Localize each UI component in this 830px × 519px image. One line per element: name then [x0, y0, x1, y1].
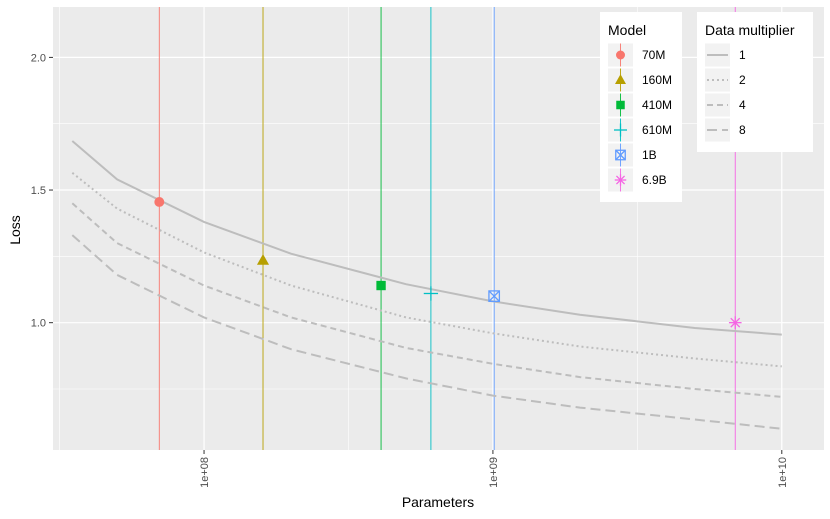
y-axis-title: Loss: [7, 215, 23, 245]
curve-multiplier-1: [71, 140, 782, 336]
legend-key-410M: [616, 100, 625, 110]
y-tick-label: 1.0: [31, 318, 46, 330]
legend-model-keys: 70M 160M 410M 610M 1B 6.9B: [608, 43, 672, 192]
legend-key-1B-shape-box: [615, 149, 626, 161]
legend-multiplier-label: 2: [739, 73, 746, 87]
multiplier-curves: [71, 140, 782, 430]
point-1B-shape-box: [488, 290, 501, 303]
legend-multiplier: Data multiplier 1 2 4 8: [697, 12, 813, 152]
legend-multiplier-item: 1: [705, 43, 746, 67]
legend-key-bg: [705, 118, 730, 142]
legend-multiplier-label: 8: [739, 123, 746, 137]
x-tick-label: 1e+09: [488, 457, 500, 488]
legend-multiplier-label: 1: [739, 48, 746, 62]
y-tick-label: 2.0: [31, 52, 46, 64]
curve-multiplier-4: [71, 202, 782, 398]
plot-panel: [53, 7, 824, 450]
x-axis-title: Parameters: [402, 494, 474, 510]
legend-model-item: 1B: [608, 143, 657, 167]
point-410M: [376, 280, 386, 291]
legend-model-item: 70M: [608, 43, 665, 67]
legend-key-160M: [615, 74, 626, 84]
legend-key-6.9B: [614, 174, 627, 186]
point-70M-shape: [154, 197, 165, 207]
curve-multiplier-8: [71, 234, 782, 430]
legend-model-label: 610M: [642, 123, 672, 137]
legend-multiplier-keys: 1 2 4 8: [705, 43, 746, 142]
legend-multiplier-item: 4: [705, 93, 746, 117]
legend-model-title: Model: [608, 22, 646, 38]
legend-multiplier-item: 2: [705, 68, 746, 92]
legend-model-label: 410M: [642, 98, 672, 112]
legend-key-410M-shape: [616, 100, 625, 110]
point-410M-shape: [376, 280, 386, 291]
legend-multiplier-title: Data multiplier: [705, 22, 795, 38]
legend-model-label: 1B: [642, 148, 657, 162]
x-tick-label: 1e+10: [777, 457, 789, 488]
point-6.9B: [728, 316, 742, 329]
legend-model-label: 70M: [642, 48, 665, 62]
axes: 1.0 1.5 2.0 1e+08 1e+09 1e+10: [31, 52, 789, 488]
model-points: [154, 197, 742, 329]
legend-model-item: 6.9B: [608, 168, 667, 192]
legend-key-6.9B-shape-arm: [615, 175, 626, 185]
legend-key-610M: [614, 123, 627, 137]
legend-model-item: 160M: [608, 68, 672, 92]
point-1B: [488, 290, 501, 303]
legend-model-item: 610M: [608, 118, 672, 142]
legend-model-item: 410M: [608, 93, 672, 117]
legend-key-70M: [616, 50, 625, 60]
point-610M: [423, 286, 439, 301]
legend-multiplier-item: 8: [705, 118, 746, 142]
legend-key-1B: [615, 149, 626, 161]
point-6.9B-shape-arm: [730, 317, 741, 328]
point-70M: [154, 197, 165, 207]
point-1B-shape-d2: [488, 290, 500, 302]
legend-model: Model 70M 160M 410M 610M 1B 6.9B: [600, 12, 682, 202]
grid-layer: [53, 7, 824, 450]
legend-model-label: 160M: [642, 73, 672, 87]
point-160M-shape: [256, 254, 270, 265]
legend-model-label: 6.9B: [642, 173, 667, 187]
curve-multiplier-2: [71, 172, 782, 368]
legend-key-160M-shape: [615, 74, 626, 84]
legend-multiplier-label: 4: [739, 98, 746, 112]
legend-key-70M-shape: [616, 50, 625, 60]
x-tick-label: 1e+08: [199, 457, 211, 488]
point-160M: [256, 254, 270, 265]
y-tick-label: 1.5: [31, 185, 46, 197]
legend-key-1B-shape-d2: [615, 149, 626, 161]
